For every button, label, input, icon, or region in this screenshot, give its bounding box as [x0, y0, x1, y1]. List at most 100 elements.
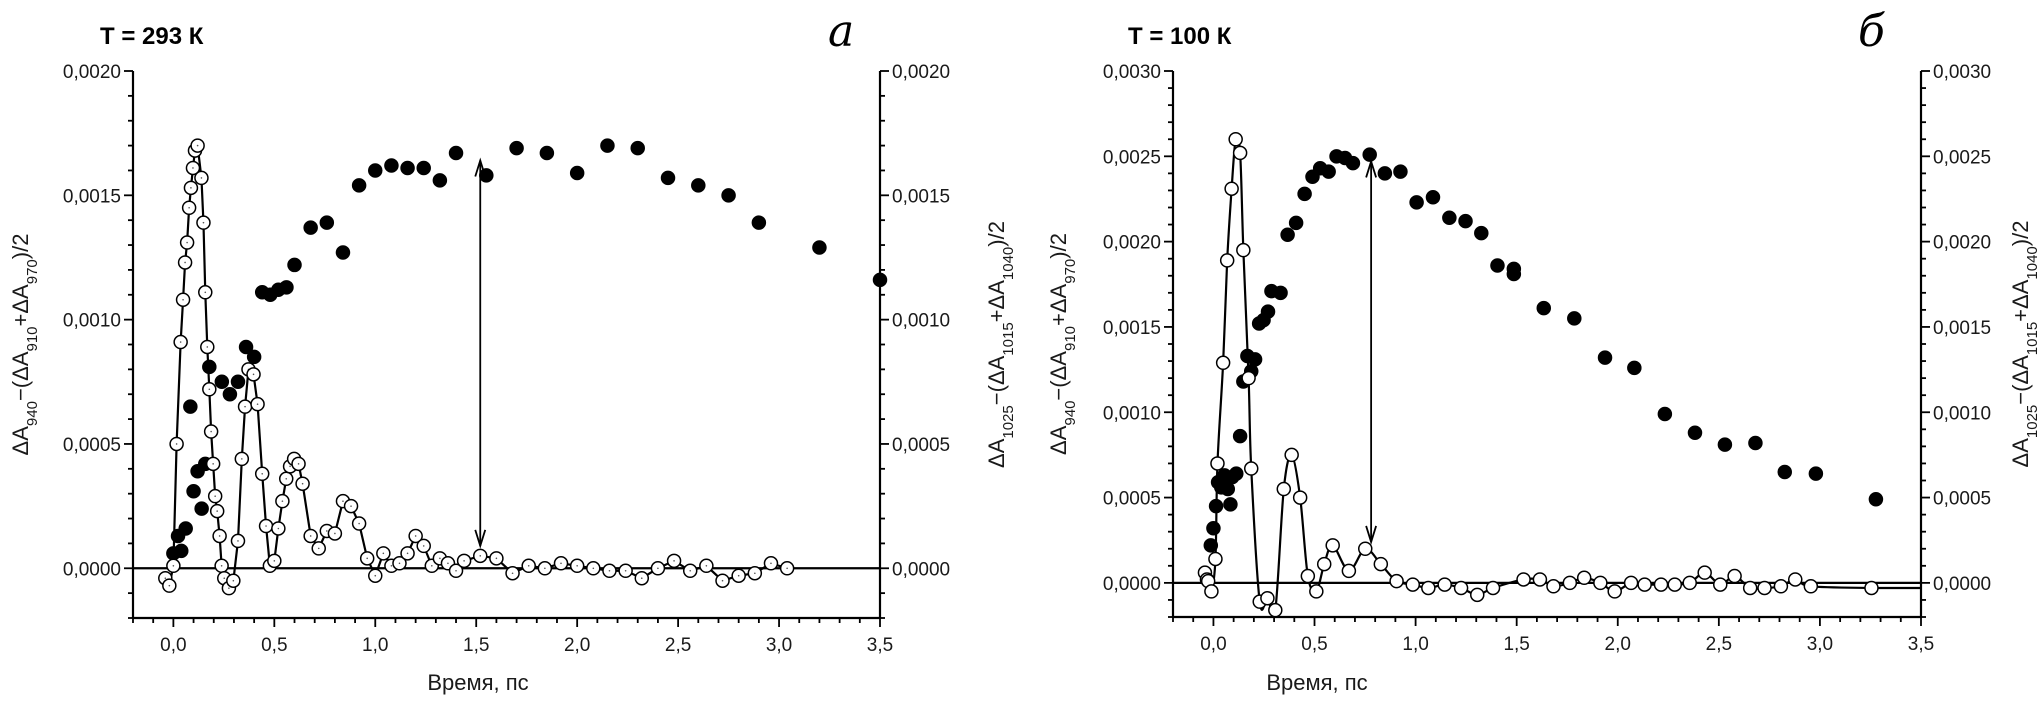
- open-data-point: [1682, 575, 1697, 591]
- x-tick-label: 1,5: [1503, 634, 1529, 655]
- filled-data-point: [1409, 195, 1424, 210]
- left-y-tick-label: 0,0005: [63, 435, 121, 456]
- filled-data-point: [400, 160, 415, 176]
- open-point-center-dot: [640, 577, 643, 580]
- filled-data-point: [1203, 538, 1219, 553]
- filled-data-point: [335, 245, 351, 260]
- filled-data-point: [660, 170, 676, 186]
- open-point-center-dot: [527, 564, 530, 567]
- open-data-point: [1532, 572, 1548, 587]
- filled-data-point: [222, 386, 238, 402]
- open-series-line: [164, 141, 788, 591]
- open-point-center-dot: [172, 564, 175, 567]
- open-point-center-dot: [770, 562, 772, 565]
- filled-data-point: [1273, 285, 1288, 301]
- filled-data-point: [432, 173, 448, 188]
- open-point-center-dot: [624, 569, 627, 572]
- open-point-center-dot: [309, 535, 312, 537]
- filled-data-point: [287, 257, 302, 273]
- open-point-center-dot: [190, 187, 192, 189]
- left-y-tick-label: 0,0015: [1103, 318, 1161, 339]
- open-point-center-dot: [175, 443, 178, 445]
- open-point-center-dot: [265, 525, 267, 527]
- open-point-center-dot: [256, 403, 259, 405]
- filled-data-point: [246, 349, 262, 365]
- open-data-point: [1300, 568, 1316, 584]
- open-data-point: [1453, 580, 1469, 596]
- open-data-point: [1232, 145, 1248, 161]
- open-point-center-dot: [273, 560, 276, 562]
- right-y-tick-label: 0,0020: [892, 62, 950, 83]
- open-data-point: [1788, 572, 1803, 587]
- open-point-center-dot: [218, 535, 221, 537]
- open-data-point: [1405, 577, 1421, 592]
- open-point-center-dot: [220, 564, 223, 567]
- open-point-center-dot: [202, 221, 205, 224]
- open-point-center-dot: [721, 579, 724, 582]
- x-tick-label: 0,5: [261, 635, 287, 656]
- open-data-point: [1773, 579, 1789, 594]
- right-y-tick-label: 0,0010: [892, 311, 950, 332]
- open-point-center-dot: [447, 562, 449, 565]
- right-y-axis-title: ΔA1025−(ΔA1015+ΔA1040)/2: [984, 221, 1017, 468]
- right-y-tick-label: 0,0010: [1933, 403, 1991, 424]
- open-data-point: [1562, 575, 1578, 591]
- open-point-center-dot: [608, 569, 611, 572]
- right-y-tick-label: 0,0030: [1933, 62, 1991, 83]
- filled-data-point: [1657, 406, 1673, 422]
- filled-data-point: [539, 145, 555, 161]
- open-data-point: [1637, 577, 1652, 592]
- filled-data-point: [569, 165, 585, 181]
- filled-data-point: [751, 215, 767, 230]
- open-data-point: [1389, 573, 1404, 589]
- open-point-center-dot: [511, 572, 514, 575]
- open-point-center-dot: [366, 557, 368, 560]
- open-data-point: [1236, 242, 1251, 258]
- right-y-axis-title: ΔA1025−(ΔA1015+ΔA1040)/2: [2008, 221, 2041, 468]
- open-point-center-dot: [285, 477, 288, 480]
- open-point-center-dot: [439, 557, 441, 560]
- filled-data-point: [1536, 300, 1552, 316]
- left-y-tick-label: 0,0020: [63, 62, 121, 83]
- open-point-center-dot: [334, 532, 336, 535]
- x-tick-label: 3,0: [1807, 634, 1833, 655]
- open-data-point: [1607, 584, 1622, 599]
- filled-data-point: [1220, 481, 1236, 497]
- open-point-center-dot: [414, 535, 417, 537]
- left-y-tick-label: 0,0005: [1103, 489, 1161, 510]
- open-data-point: [1228, 132, 1243, 147]
- left-y-axis-title: ΔA940−(ΔA910+ΔA970)/2: [1046, 233, 1079, 455]
- open-point-center-dot: [560, 562, 562, 565]
- filled-data-point: [812, 240, 827, 255]
- open-point-center-dot: [689, 569, 692, 572]
- filled-data-point: [630, 140, 645, 156]
- filled-data-point: [1260, 304, 1276, 319]
- open-point-center-dot: [241, 458, 243, 460]
- filled-data-point: [230, 374, 246, 390]
- filled-data-point: [178, 521, 193, 536]
- left-y-tick-label: 0,0030: [1103, 62, 1161, 83]
- filled-data-point: [1808, 466, 1824, 481]
- open-data-point: [1325, 538, 1340, 553]
- right-y-tick-label: 0,0000: [892, 559, 950, 580]
- filled-data-point: [1597, 350, 1613, 365]
- open-point-center-dot: [210, 430, 212, 433]
- open-point-center-dot: [237, 540, 239, 542]
- open-point-center-dot: [592, 567, 595, 570]
- open-data-point: [1309, 584, 1324, 599]
- arrow-head-down-icon: [1365, 525, 1377, 545]
- open-point-center-dot: [281, 500, 284, 502]
- open-data-point: [1219, 253, 1235, 268]
- open-point-center-dot: [289, 465, 291, 468]
- open-data-point: [1224, 181, 1239, 196]
- filled-data-point: [1717, 437, 1733, 452]
- open-point-center-dot: [737, 574, 740, 577]
- left-y-tick-label: 0,0010: [1103, 403, 1161, 424]
- filled-data-point: [368, 163, 383, 178]
- open-data-point: [1713, 577, 1728, 592]
- open-point-center-dot: [200, 177, 203, 179]
- arrow-head-down-icon: [474, 529, 487, 549]
- open-data-point: [1653, 577, 1669, 592]
- filled-data-point: [600, 138, 615, 153]
- open-point-center-dot: [252, 373, 255, 376]
